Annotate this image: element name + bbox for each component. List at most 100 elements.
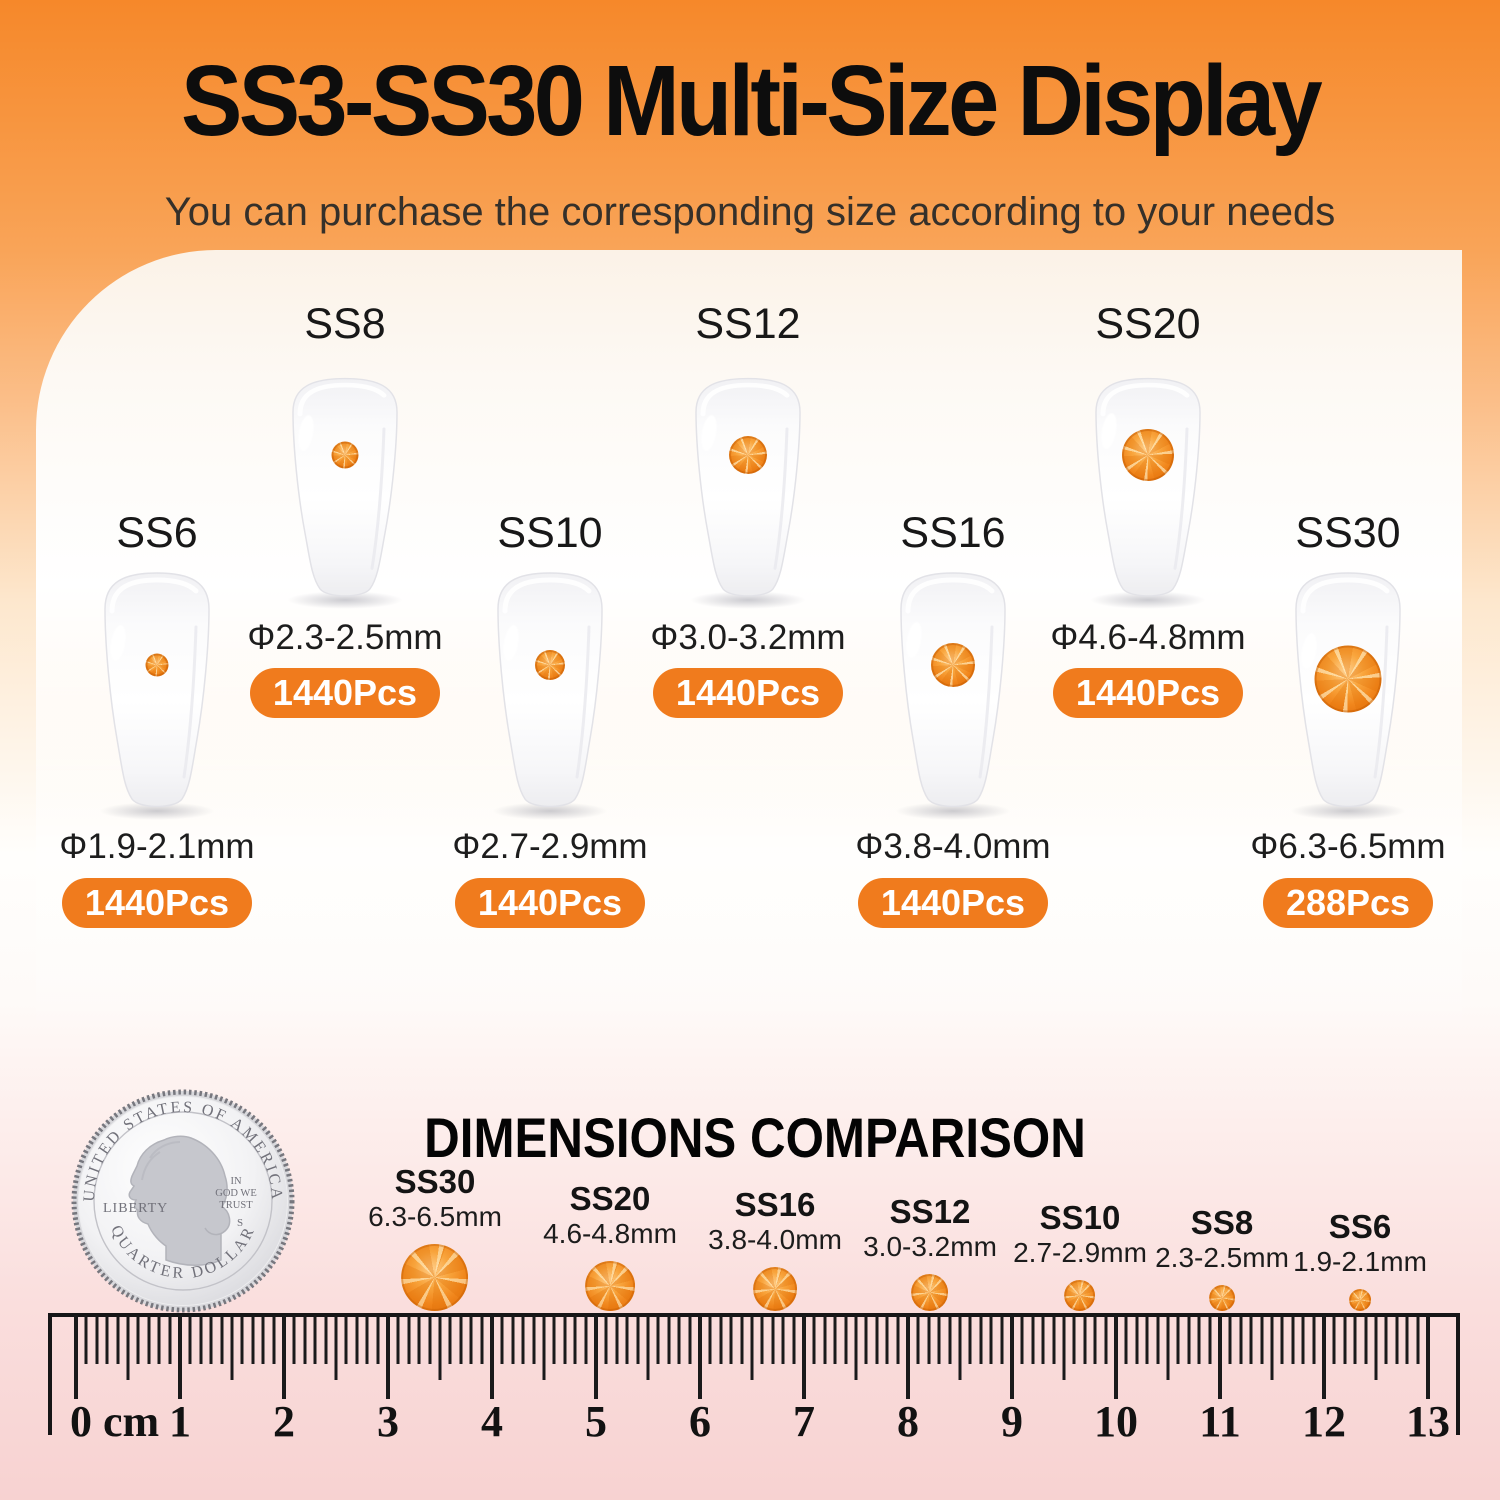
- ruler-tick: [303, 1315, 307, 1364]
- nail-shadow: [1290, 802, 1406, 820]
- ruler-tick: [875, 1315, 879, 1364]
- ruler-tick: [1083, 1315, 1087, 1364]
- size-card-ss20: SS20 Φ4.6-4.8mm 1440Pcs: [1038, 300, 1258, 718]
- ruler-tick: [220, 1315, 224, 1364]
- rhinestone: [931, 643, 975, 687]
- rhinestone: [145, 653, 169, 677]
- coin-motto-line3: TRUST: [219, 1200, 253, 1211]
- size-card-ss12: SS12 Φ3.0-3.2mm 1440Pcs: [638, 300, 858, 718]
- nail-tip: [280, 373, 410, 609]
- ruler-tick: [1135, 1315, 1139, 1364]
- ruler-tick: [854, 1315, 858, 1380]
- rhinestone-dot: [752, 1267, 797, 1311]
- ruler-tick: [1000, 1315, 1004, 1364]
- ruler-tick: [740, 1315, 744, 1364]
- dot-range: 3.8-4.0mm: [708, 1224, 842, 1255]
- ruler-tick: [802, 1315, 806, 1399]
- nail-tip-graphic: [92, 567, 222, 812]
- ruler-tick: [376, 1315, 380, 1364]
- nail-shadow: [690, 591, 806, 609]
- size-diameter: Φ2.7-2.9mm: [452, 827, 648, 866]
- ruler-tick: [1384, 1315, 1388, 1364]
- ruler-tick: [698, 1315, 702, 1399]
- dot-range: 2.7-2.9mm: [1013, 1237, 1147, 1268]
- ruler-tick: [188, 1315, 192, 1364]
- ruler-tick: [1291, 1315, 1295, 1364]
- ruler-tick: [1062, 1315, 1066, 1380]
- nail-tip-graphic: [1083, 373, 1213, 601]
- ruler-tick: [1416, 1315, 1420, 1364]
- ruler-tick: [105, 1315, 109, 1364]
- ruler-tick: [272, 1315, 276, 1364]
- ruler-tick: [324, 1315, 328, 1364]
- page-subtitle: You can purchase the corresponding size …: [164, 190, 1336, 234]
- ruler-tick: [750, 1315, 754, 1380]
- nail-tip-graphic: [888, 567, 1018, 812]
- washington-bust: [128, 1135, 228, 1266]
- ruler-tick: [511, 1315, 515, 1364]
- ruler-number: 2: [273, 1397, 295, 1446]
- ruler-tick: [438, 1315, 442, 1380]
- size-name: SS8: [304, 300, 386, 348]
- ruler-tick: [74, 1315, 78, 1399]
- ruler-tick: [386, 1315, 390, 1399]
- size-card-ss30: SS30 Φ6.3-6.5mm 288Pcs: [1238, 509, 1458, 928]
- ruler-tick: [1301, 1315, 1305, 1364]
- ruler-tick: [604, 1315, 608, 1364]
- ruler-tick: [646, 1315, 650, 1380]
- ruler-tick: [906, 1315, 910, 1399]
- nail-shadow: [287, 591, 403, 609]
- quantity-badge: 1440Pcs: [454, 878, 646, 928]
- size-name: SS12: [695, 300, 801, 348]
- rhinestone: [1122, 429, 1174, 481]
- ruler-tick: [1166, 1315, 1170, 1380]
- ruler-number: 13: [1406, 1397, 1450, 1446]
- ruler-tick: [896, 1315, 900, 1364]
- ruler-number: 11: [1199, 1397, 1241, 1446]
- ruler-tick: [667, 1315, 671, 1364]
- ruler-tick: [1208, 1315, 1212, 1364]
- ruler-tick: [396, 1315, 400, 1364]
- dot-group-ss6: SS6 1.9-2.1mm: [1293, 1208, 1427, 1311]
- ruler-tick: [251, 1315, 255, 1364]
- quantity-badge: 1440Pcs: [249, 668, 441, 718]
- nail-shadow: [895, 802, 1011, 820]
- ruler-tick: [136, 1315, 140, 1364]
- nail-tip: [485, 567, 615, 820]
- ruler-number: 10: [1094, 1397, 1138, 1446]
- ruler-number: 3: [377, 1397, 399, 1446]
- ruler-tick: [968, 1315, 972, 1364]
- ruler-tick: [573, 1315, 577, 1364]
- ruler-tick: [1260, 1315, 1264, 1364]
- ruler-tick: [823, 1315, 827, 1364]
- rhinestone: [729, 436, 767, 474]
- quantity-badge: 288Pcs: [1262, 878, 1434, 928]
- coin-reeded-edge: [71, 1089, 295, 1313]
- ruler-tick: [1156, 1315, 1160, 1364]
- ruler-tick: [656, 1315, 660, 1364]
- dot-range: 4.6-4.8mm: [543, 1218, 677, 1249]
- ruler-tick: [1187, 1315, 1191, 1364]
- ruler-tick: [1405, 1315, 1409, 1364]
- ruler-tick: [729, 1315, 733, 1364]
- quantity-badge: 1440Pcs: [857, 878, 1049, 928]
- nail-tip: [1283, 567, 1413, 820]
- ruler-zero-label: 0 cm: [70, 1397, 160, 1446]
- ruler-tick: [292, 1315, 296, 1364]
- ruler-tick: [126, 1315, 130, 1380]
- dot-group-ss20: SS20 4.6-4.8mm: [543, 1180, 677, 1311]
- rhinestone-dot: [401, 1244, 469, 1311]
- ruler-tick: [615, 1315, 619, 1364]
- ruler-tick: [157, 1315, 161, 1364]
- ruler-tick: [459, 1315, 463, 1364]
- size-diameter: Φ3.0-3.2mm: [650, 618, 846, 657]
- ruler-tick: [1197, 1315, 1201, 1364]
- size-name: SS6: [116, 509, 198, 557]
- ruler-tick: [500, 1315, 504, 1364]
- ruler-tick: [771, 1315, 775, 1364]
- dot-name: SS20: [569, 1180, 651, 1217]
- ruler-tick: [178, 1315, 182, 1399]
- ruler-tick: [469, 1315, 473, 1364]
- ruler-tick: [1041, 1315, 1045, 1364]
